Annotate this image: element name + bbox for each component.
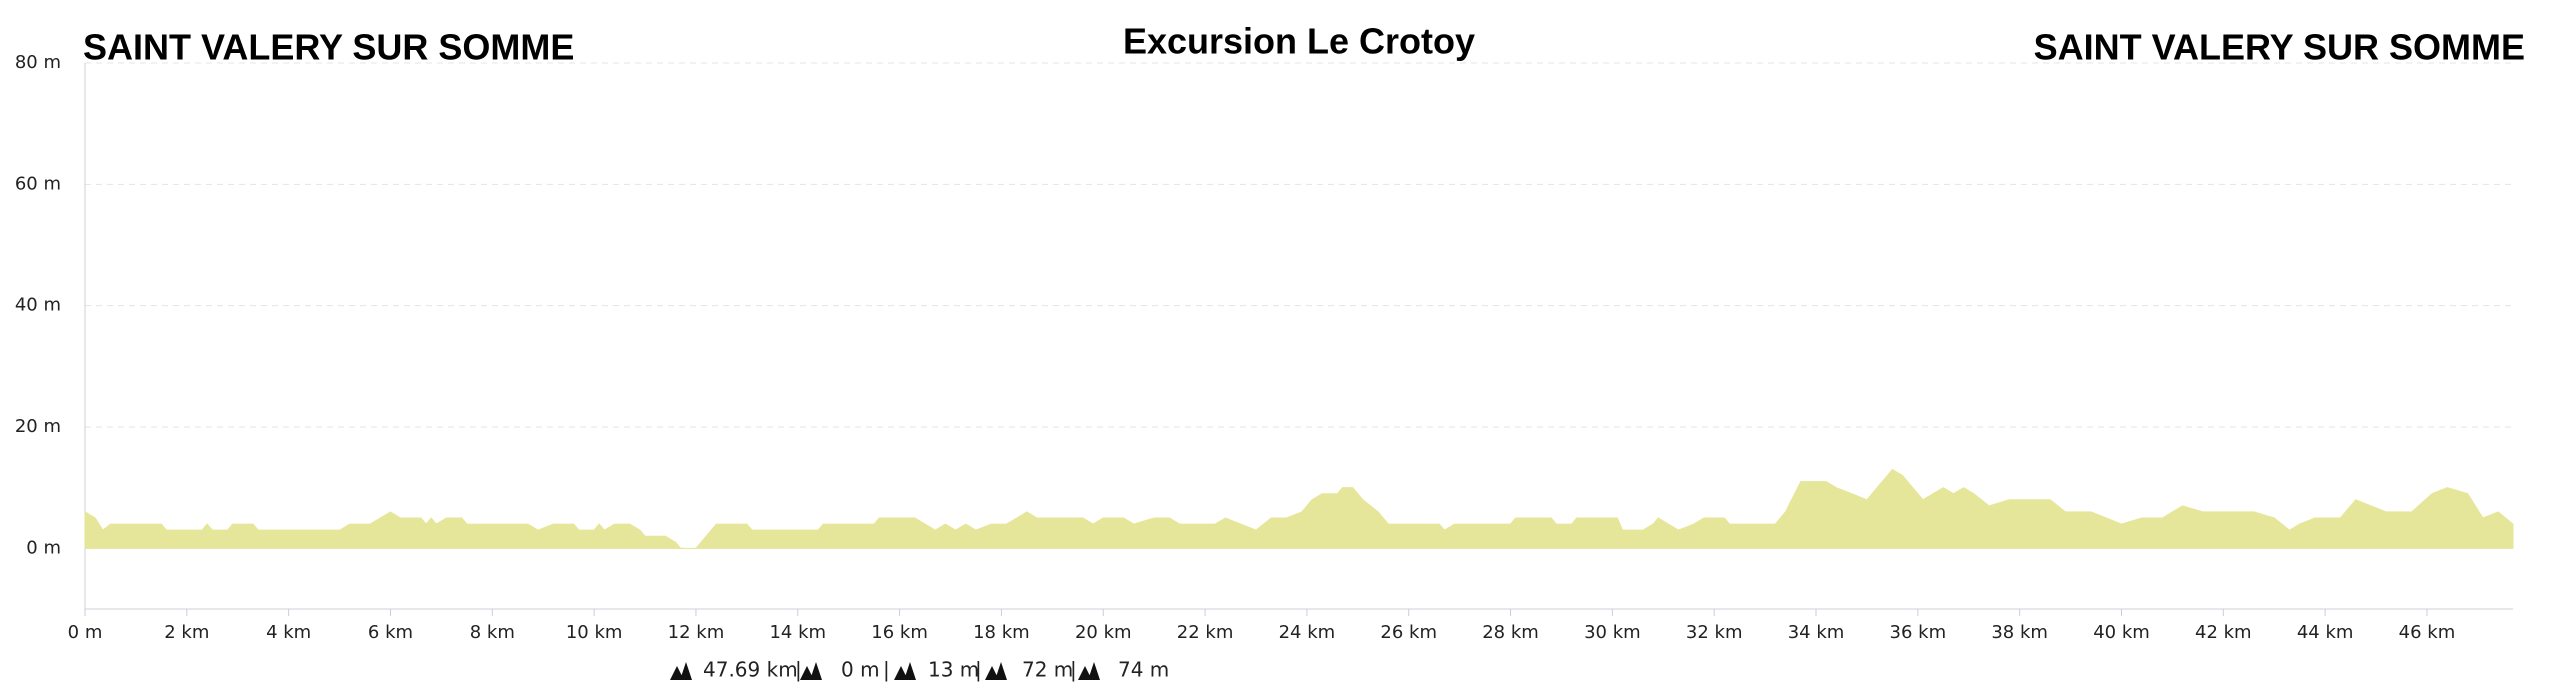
x-tick-label: 18 km <box>973 622 1030 643</box>
stat-value: 47.69 km <box>703 658 798 682</box>
stat-icon <box>894 662 916 680</box>
x-tick-label: 20 km <box>1075 622 1132 643</box>
x-tick-label: 38 km <box>1991 622 2048 643</box>
stat-icon <box>800 662 822 680</box>
stat-icon <box>1078 662 1100 680</box>
x-tick-label: 24 km <box>1279 622 1336 643</box>
x-tick-label: 44 km <box>2297 622 2354 643</box>
stat-separator: | <box>1070 658 1077 682</box>
stat-value: 74 m <box>1118 658 1169 682</box>
start-label: SAINT VALERY SUR SOMME <box>83 27 574 68</box>
x-tick-label: 12 km <box>668 622 725 643</box>
chart-title: Excursion Le Crotoy <box>1123 21 1475 62</box>
stat-separator: | <box>975 658 982 682</box>
x-tick-label: 34 km <box>1788 622 1845 643</box>
stat-value: 72 m <box>1022 658 1073 682</box>
x-tick-label: 26 km <box>1380 622 1437 643</box>
stat-value: 13 m <box>928 658 979 682</box>
x-tick-label: 32 km <box>1686 622 1743 643</box>
x-tick-label: 4 km <box>266 622 311 643</box>
x-tick-label: 42 km <box>2195 622 2252 643</box>
x-tick-label: 6 km <box>368 622 413 643</box>
y-tick-label: 60 m <box>15 173 61 194</box>
y-tick-label: 80 m <box>15 52 61 73</box>
x-tick-label: 0 m <box>68 622 103 643</box>
y-tick-label: 20 m <box>15 416 61 437</box>
x-tick-label: 14 km <box>769 622 826 643</box>
x-tick-label: 22 km <box>1177 622 1234 643</box>
elevation-area <box>84 468 2514 549</box>
stat-icon <box>670 662 692 680</box>
x-tick-label: 8 km <box>470 622 515 643</box>
end-label: SAINT VALERY SUR SOMME <box>2034 27 2525 68</box>
x-tick-label: 40 km <box>2093 622 2150 643</box>
x-tick-label: 10 km <box>566 622 623 643</box>
y-tick-label: 0 m <box>26 537 61 558</box>
x-tick-label: 16 km <box>871 622 928 643</box>
x-tick-label: 46 km <box>2399 622 2456 643</box>
stat-separator: | <box>883 658 890 682</box>
stat-separator: | <box>795 658 802 682</box>
x-tick-label: 28 km <box>1482 622 1539 643</box>
x-tick-label: 36 km <box>1890 622 1947 643</box>
stat-value: 0 m <box>841 658 880 682</box>
y-tick-label: 40 m <box>15 295 61 316</box>
x-tick-label: 2 km <box>164 622 209 643</box>
x-tick-label: 30 km <box>1584 622 1641 643</box>
stat-icon <box>985 662 1007 680</box>
